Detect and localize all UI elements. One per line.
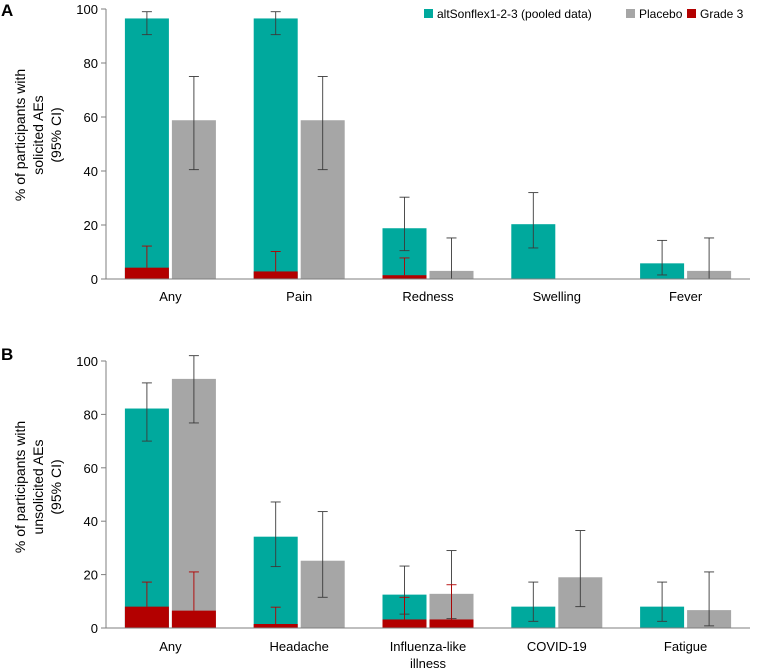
y-axis-label-line: (95% CI) — [48, 107, 64, 162]
bar-grade3 — [253, 271, 298, 279]
y-tick-label: 0 — [91, 272, 98, 287]
bar-grade3 — [124, 606, 169, 628]
panel-a-chart: % of participants with solicited AEs (95% … — [12, 2, 750, 304]
y-axis-label: % of participants with solicited AEs (95% … — [12, 69, 64, 201]
y-axis-label-line: unsolicited AEs — [30, 440, 46, 535]
y-tick-label: 20 — [84, 218, 98, 233]
y-tick-label: 40 — [84, 514, 98, 529]
x-tick-label-line: Redness — [402, 289, 454, 304]
x-tick-label-line: Pain — [286, 289, 312, 304]
y-tick-label: 40 — [84, 164, 98, 179]
y-tick-label: 100 — [76, 354, 98, 369]
y-axis-label: % of participants with unsolicited AEs (95… — [12, 421, 64, 553]
x-tick-label: COVID-19 — [527, 639, 587, 654]
bar-grade3 — [171, 610, 216, 628]
bar-grade3 — [382, 619, 427, 628]
x-tick-label: Headache — [270, 639, 329, 654]
legend-label-alt: altSonflex1-2-3 (pooled data) — [437, 7, 592, 21]
x-tick-label: Any — [159, 639, 182, 654]
panel-b-chart: % of participants with unsolicited AEs (95… — [12, 354, 750, 669]
x-tick-label: Any — [159, 289, 182, 304]
x-tick-label-line: COVID-19 — [527, 639, 587, 654]
x-tick-label-line: Fatigue — [664, 639, 707, 654]
bar-grade3 — [124, 267, 169, 279]
bar-grade3 — [382, 275, 427, 279]
x-tick-label-line: Influenza-like — [390, 639, 467, 654]
x-tick-label: Fever — [669, 289, 703, 304]
bar-alt — [124, 18, 169, 279]
y-tick-label: 60 — [84, 461, 98, 476]
x-tick-label-line: illness — [410, 656, 447, 669]
y-axis-label-line: % of participants with — [12, 69, 28, 201]
legend-swatch-alt — [424, 9, 433, 18]
bar-grade3 — [429, 619, 474, 628]
x-tick-label-line: Headache — [270, 639, 329, 654]
x-tick-label: Redness — [402, 289, 454, 304]
y-tick-label: 100 — [76, 2, 98, 17]
x-tick-label: Swelling — [533, 289, 581, 304]
y-tick-label: 20 — [84, 568, 98, 583]
panel-b-label: B — [1, 345, 13, 364]
bar-grade3 — [253, 623, 298, 628]
bar-alt — [253, 18, 298, 279]
legend-label-placebo: Placebo — [639, 7, 683, 21]
panel-a-label: A — [1, 1, 13, 20]
x-tick-label-line: Any — [159, 639, 182, 654]
x-tick-label: Pain — [286, 289, 312, 304]
y-tick-label: 80 — [84, 56, 98, 71]
y-axis-label-line: solicited AEs — [30, 95, 46, 174]
x-tick-label-line: Fever — [669, 289, 703, 304]
y-tick-label: 60 — [84, 110, 98, 125]
y-axis-label-line: % of participants with — [12, 421, 28, 553]
legend-swatch-placebo — [626, 9, 635, 18]
x-tick-label-line: Any — [159, 289, 182, 304]
legend-label-grade3: Grade 3 — [700, 7, 744, 21]
legend: altSonflex1-2-3 (pooled data) Placebo Gr… — [424, 7, 744, 21]
y-axis-label-line: (95% CI) — [48, 459, 64, 514]
x-tick-label-line: Swelling — [533, 289, 581, 304]
x-tick-label: Fatigue — [664, 639, 707, 654]
legend-swatch-grade3 — [687, 9, 696, 18]
x-tick-label: Influenza-like illness — [390, 639, 467, 669]
y-tick-label: 80 — [84, 407, 98, 422]
y-tick-label: 0 — [91, 621, 98, 636]
